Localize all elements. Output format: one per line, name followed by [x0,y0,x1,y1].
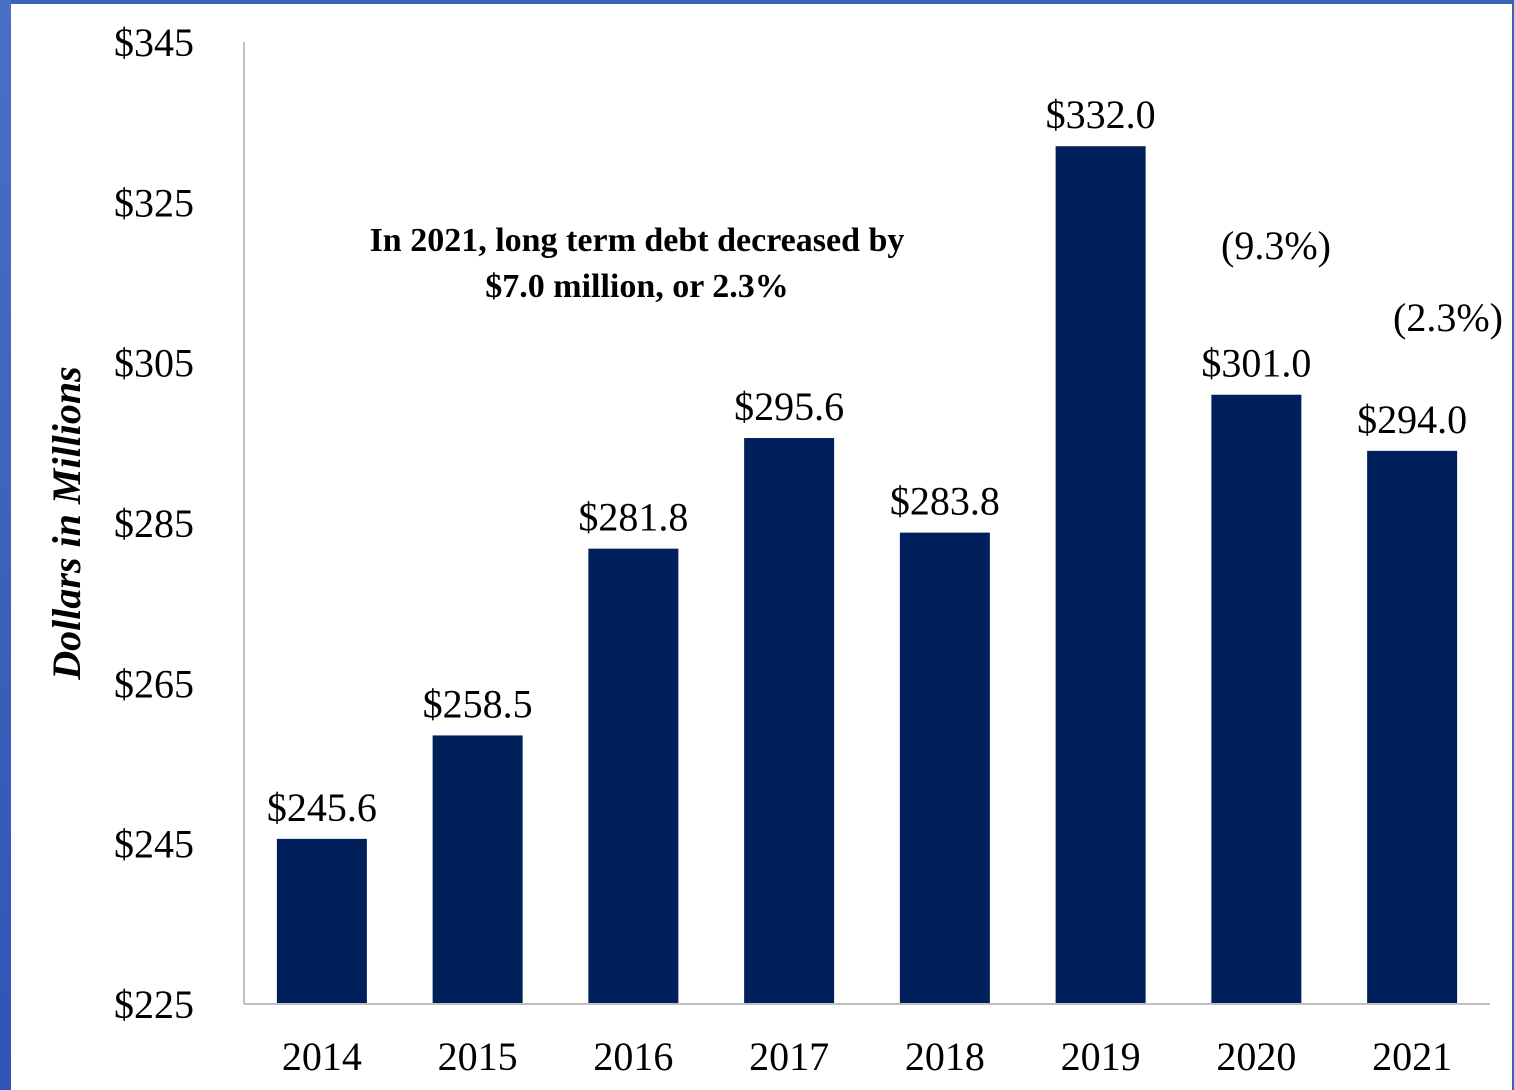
bar-2017 [744,438,835,1005]
data-label-2020: $301.0 [1201,341,1311,386]
bar-2016 [588,548,679,1004]
pct-change-2020: (9.3%) [1221,223,1331,268]
y-tick-265: $265 [114,661,194,706]
bar-2021 [1367,450,1458,1005]
frame-left-edge [0,0,11,1090]
data-label-2016: $281.8 [578,495,688,540]
data-label-2017: $295.6 [734,384,844,429]
y-tick-345: $345 [114,20,194,65]
x-tick-2017: 2017 [749,1034,829,1079]
bar-2019 [1055,146,1146,1004]
y-tick-245: $245 [114,822,194,867]
data-label-2015: $258.5 [423,681,533,726]
data-label-2014: $245.6 [267,785,377,830]
y-tick-285: $285 [114,501,194,546]
frame-right-edge [1512,0,1514,1090]
y-tick-305: $305 [114,341,194,386]
x-tick-2018: 2018 [905,1034,985,1079]
x-tick-labels-group: 2014 2015 2016 2017 2018 2019 2020 2021 [282,1034,1452,1079]
x-tick-2016: 2016 [593,1034,673,1079]
frame-top-edge [0,0,1514,4]
x-tick-2021: 2021 [1372,1034,1452,1079]
y-axis-title: Dollars in Millions [44,366,89,680]
y-tick-225: $225 [114,982,194,1027]
bar-2020 [1211,394,1302,1004]
y-tick-labels-group: $225 $245 $265 $285 $305 $325 $345 [114,20,194,1027]
bars-group [276,146,1458,1005]
annotation-line-2: $7.0 million, or 2.3% [485,268,789,305]
data-label-2019: $332.0 [1046,92,1156,137]
pct-change-2021: (2.3%) [1393,295,1503,340]
x-tick-2014: 2014 [282,1034,362,1079]
x-tick-2015: 2015 [438,1034,518,1079]
x-tick-2020: 2020 [1216,1034,1296,1079]
annotation-line-1: In 2021, long term debt decreased by [370,222,905,259]
data-label-2018: $283.8 [890,479,1000,524]
y-tick-325: $325 [114,180,194,225]
bar-2015 [432,735,523,1004]
data-label-2021: $294.0 [1357,397,1467,442]
data-labels-group: $245.6 $258.5 $281.8 $295.6 $283.8 $332.0 $301… [267,92,1467,830]
x-tick-2019: 2019 [1061,1034,1141,1079]
bar-2014 [276,838,367,1004]
bar-2018 [899,532,990,1004]
